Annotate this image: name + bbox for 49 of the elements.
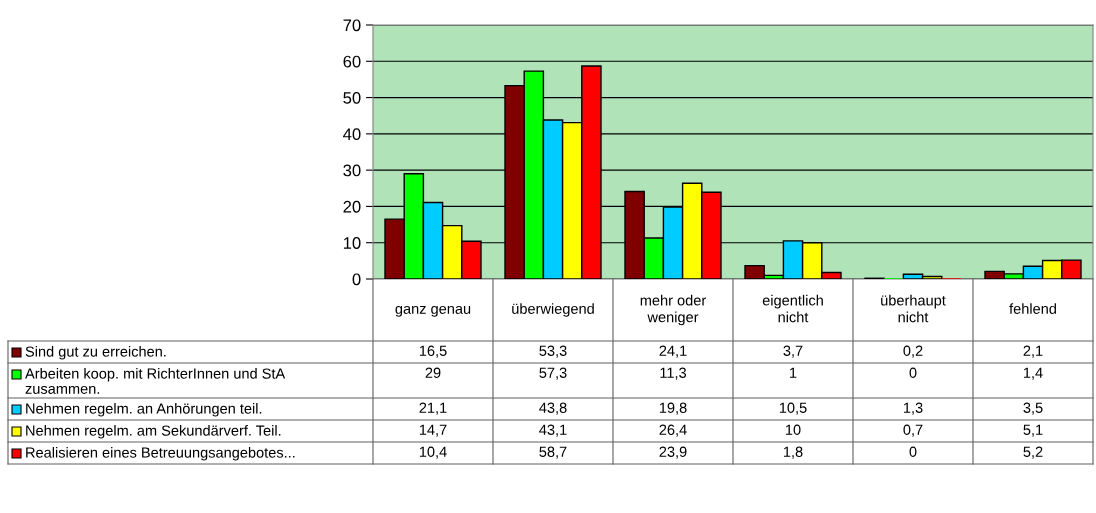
data-label: 23,9 [659, 446, 687, 459]
x-tick-label: eigentlich nicht [762, 294, 823, 323]
y-tick-label: 60 [343, 55, 361, 68]
data-label: 0,2 [903, 345, 923, 358]
x-tick-label: überhaupt nicht [881, 294, 946, 323]
x-tick-label: ganz genau [395, 305, 471, 317]
y-tick-label: 10 [343, 237, 361, 249]
data-label: 1,4 [1023, 367, 1043, 380]
data-label: 5,1 [1023, 424, 1043, 437]
data-label: 16,5 [419, 345, 447, 358]
x-tick-label: überwiegend [512, 303, 594, 317]
data-label: 19,8 [659, 402, 687, 415]
legend-label: Realisieren eines Betreuungsangebotes... [26, 447, 295, 461]
data-label: 24,1 [659, 345, 687, 358]
data-label: 10 [786, 424, 801, 435]
data-label: 43,1 [539, 424, 567, 437]
legend-label: Arbeiten koop. mit RichterInnen und StA zusammen. [25, 368, 286, 394]
data-label: 1,8 [783, 446, 803, 459]
y-tick-label: 40 [343, 128, 361, 141]
data-label: 29 [425, 367, 441, 378]
y-tick-label: 50 [343, 91, 361, 104]
data-label: 0 [909, 367, 917, 378]
y-tick-label: 0 [352, 273, 361, 286]
legend-label: Sind gut zu erreichen. [25, 346, 166, 360]
data-label: 53,3 [539, 345, 567, 358]
y-tick-label: 30 [343, 164, 361, 177]
data-label: 57,3 [539, 367, 567, 380]
data-label: 11,3 [660, 367, 687, 380]
x-tick-label: mehr oder weniger [640, 294, 706, 326]
data-label: 14,7 [419, 424, 447, 437]
data-label: 1,3 [903, 402, 923, 415]
legend-label: Nehmen regelm. an Anhörungen teil. [26, 403, 262, 417]
y-tick-label: 20 [343, 200, 361, 213]
data-label: 21,1 [419, 402, 447, 415]
x-tick-label: fehlend [1009, 303, 1056, 314]
data-label: 3,7 [783, 345, 803, 358]
data-label: 5,2 [1023, 446, 1043, 459]
data-label: 58,7 [539, 446, 567, 459]
data-label: 0,7 [903, 424, 923, 437]
data-label: 10,4 [419, 446, 447, 459]
data-label: 26,4 [659, 424, 687, 437]
data-label: 2,1 [1023, 345, 1043, 358]
legend-label: Nehmen regelm. am Sekundärverf. Teil. [26, 425, 281, 439]
data-label: 3,5 [1023, 402, 1043, 415]
data-label: 0 [909, 446, 917, 457]
data-label: 10,5 [779, 402, 807, 415]
data-label: 1 [790, 367, 797, 378]
y-tick-label: 70 [343, 19, 361, 32]
data-label: 43,8 [539, 402, 567, 415]
